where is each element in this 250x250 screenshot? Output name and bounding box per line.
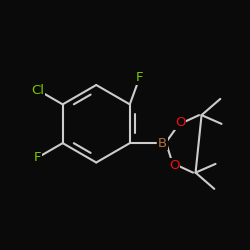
Text: B: B	[158, 136, 167, 149]
Text: O: O	[175, 116, 186, 129]
Text: F: F	[34, 151, 42, 164]
Text: F: F	[136, 71, 143, 84]
Text: F: F	[136, 71, 143, 84]
Text: O: O	[169, 159, 179, 172]
Text: Cl: Cl	[31, 84, 44, 96]
Text: Cl: Cl	[31, 84, 44, 96]
Text: F: F	[34, 151, 42, 164]
Text: B: B	[158, 136, 167, 149]
